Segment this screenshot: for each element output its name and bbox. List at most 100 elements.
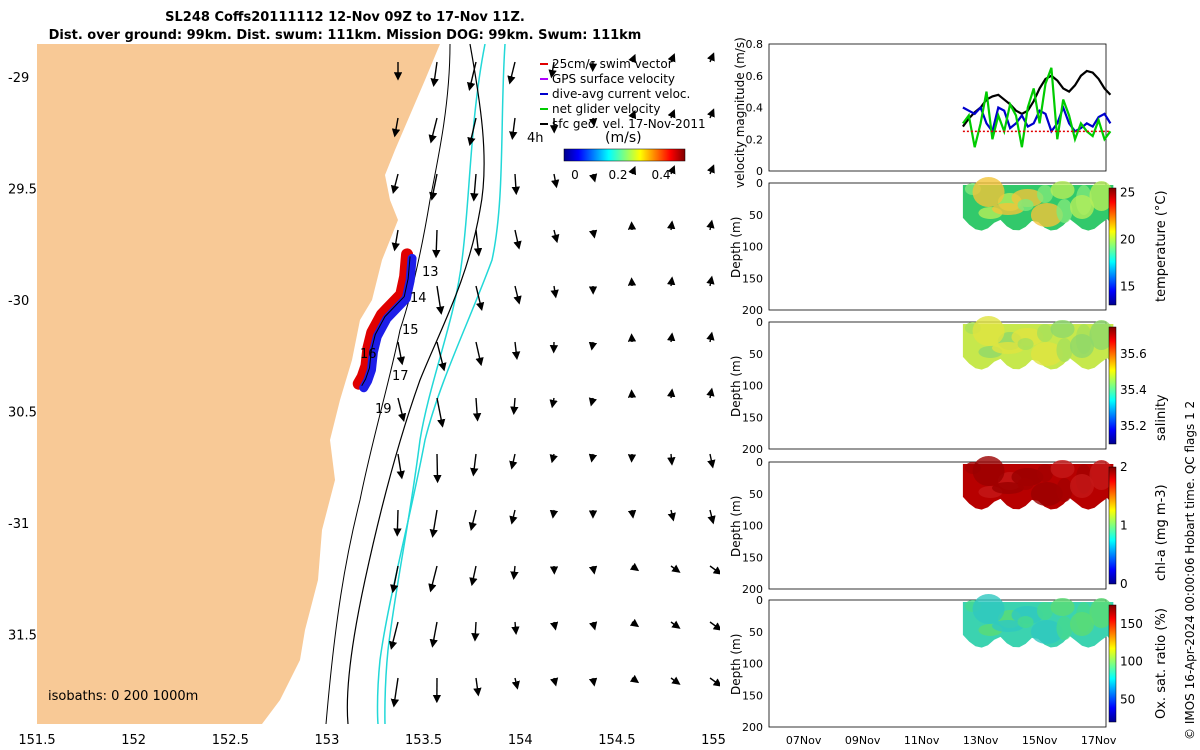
salinity-section-patch (1050, 320, 1075, 338)
map-y-tick: -29 (8, 71, 29, 86)
current-vector (628, 109, 637, 120)
oxygen-section-patch (1089, 598, 1114, 628)
map-y-ticks: -29 29.5 -30 30.5 -31 31.5 (8, 71, 37, 644)
current-vector (707, 453, 716, 469)
salinity-cbar-tick: 35.2 (1120, 419, 1147, 433)
current-vector (549, 509, 559, 519)
temperature-cbar-tick: 15 (1120, 279, 1135, 293)
chla-section-patch (1017, 478, 1034, 490)
day-label: 15 (402, 323, 419, 338)
current-vector (749, 166, 752, 174)
current-vector (471, 621, 480, 642)
current-vector (629, 674, 640, 684)
temperature-cbar-label: temperature (°C) (1154, 190, 1169, 302)
current-vector (749, 566, 761, 575)
day-label: 13 (422, 265, 439, 280)
current-vector (397, 397, 407, 422)
current-vector (707, 509, 716, 525)
current-vector (706, 164, 715, 175)
salinity-depth-tick: 0 (756, 316, 763, 329)
salinity-section-patch (1017, 338, 1034, 350)
current-vector (706, 108, 715, 119)
oxygen-section-patch (1030, 620, 1063, 644)
current-vector (391, 229, 400, 252)
day-label: 14 (410, 291, 427, 306)
current-vector (550, 677, 559, 687)
current-vector (667, 332, 676, 343)
current-vector (511, 677, 520, 690)
current-vector (549, 621, 559, 631)
current-vector (388, 621, 399, 650)
chla-section-patch (1089, 460, 1114, 490)
current-vector (670, 620, 681, 629)
map-x-tick: 152.5 (212, 733, 249, 748)
colorbar-ticks: 0 0.2 0.4 (571, 168, 670, 182)
oxygen-cbar-tick: 100 (1120, 655, 1143, 669)
velocity-series (962, 67, 1112, 148)
temperature-ylabel: Depth (m) (729, 217, 743, 278)
oxygen-section-panel: 0 50 100 150 200 Depth (m) 50 100 150 Ox. sat. ra… (729, 594, 1169, 734)
current-vector (589, 621, 598, 631)
chla-depth-tick: 200 (742, 583, 763, 596)
time-x-ticks: 07Nov 09Nov 11Nov 13Nov 15Nov 17Nov (786, 734, 1117, 747)
salinity-section-patch (1070, 334, 1094, 358)
current-vector (510, 565, 519, 580)
current-vector (393, 509, 402, 537)
velocity-y-tick: 0.2 (746, 133, 764, 146)
chla-depth-tick: 0 (756, 456, 763, 469)
oxygen-section-patch (1017, 616, 1034, 628)
time-x-tick: 09Nov (845, 734, 881, 747)
salinity-cbar-tick: 35.4 (1120, 383, 1147, 397)
current-vector (709, 565, 720, 575)
current-vector (549, 453, 558, 464)
map-x-tick: 153 (315, 733, 340, 748)
chla-depth-tick: 100 (742, 520, 763, 533)
map-x-tick: 152 (121, 733, 146, 748)
oxygen-depth-tick: 100 (742, 658, 763, 671)
salinity-cbar-label: salinity (1154, 394, 1169, 441)
current-vector (551, 173, 560, 189)
current-vector (749, 54, 752, 62)
current-vector (588, 453, 598, 463)
current-vector (510, 397, 519, 416)
time-x-tick: 15Nov (1022, 734, 1058, 747)
map-y-tick: 31.5 (8, 629, 37, 644)
current-vector (509, 117, 518, 140)
current-vector (749, 333, 750, 342)
current-vector (709, 677, 720, 687)
current-vector (667, 165, 676, 175)
oxygen-cbar-tick: 150 (1120, 617, 1143, 631)
figure-title-line2: Dist. over ground: 99km. Dist. swum: 111… (48, 28, 642, 43)
oxygen-depth-tick: 150 (742, 689, 763, 702)
temperature-section-patch (1089, 181, 1114, 211)
current-vector (588, 341, 598, 351)
map-y-tick: -30 (8, 294, 29, 309)
credit-text: © IMOS 16-Apr-2024 00:00:06 Hobart time.… (1183, 400, 1197, 740)
salinity-section-patch (1030, 342, 1063, 366)
current-vector (667, 109, 676, 119)
chla-section-panel: 0 50 100 150 200 Depth (m) 0 1 2 chl-a (mg m-3) (729, 456, 1169, 596)
current-vector (550, 285, 559, 299)
temperature-depth-tick: 100 (742, 241, 763, 254)
current-vector (551, 229, 560, 244)
chla-cbar-tick: 0 (1120, 577, 1128, 591)
chla-depth-tick: 50 (749, 488, 763, 501)
glider-track (352, 248, 417, 393)
salinity-depth-tick: 50 (749, 348, 763, 361)
chla-section-patch (992, 482, 1024, 494)
current-vector (436, 397, 446, 428)
current-vector (433, 453, 442, 484)
chla-section-patch (1050, 460, 1075, 478)
temperature-section-patch (1037, 185, 1053, 203)
current-vector (749, 678, 761, 687)
salinity-section-patch (972, 316, 1005, 346)
velocity-series-line (962, 67, 1112, 148)
salinity-depth-tick: 150 (742, 411, 763, 424)
temperature-section-patch (1017, 199, 1034, 211)
current-vector (706, 52, 715, 63)
map-y-tick: -31 (8, 517, 29, 532)
current-vector (391, 117, 401, 138)
current-vector (513, 285, 522, 305)
